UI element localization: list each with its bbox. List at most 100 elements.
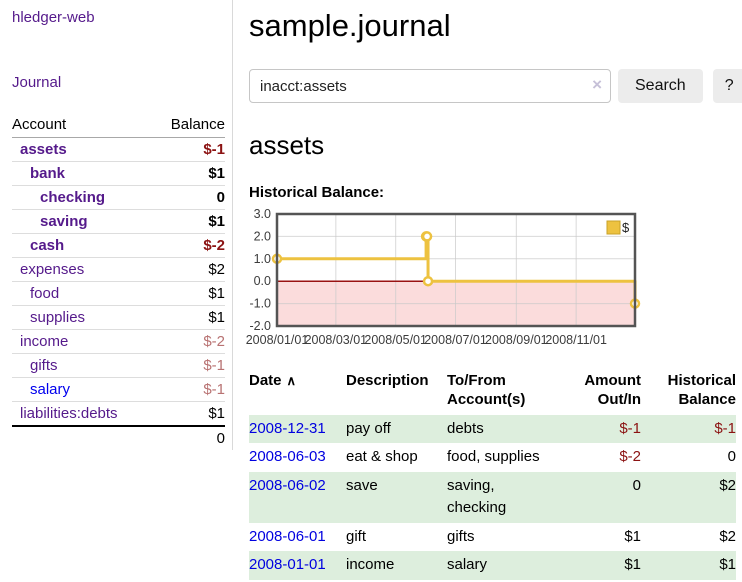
transaction-description: income (346, 556, 395, 573)
account-row: liabilities:debts $1 (12, 401, 225, 426)
transaction-amount: $-1 (619, 419, 641, 437)
transaction-description: gift (346, 527, 367, 545)
transaction-amount: 0 (632, 476, 641, 494)
account-title: assets (249, 130, 325, 160)
account-balance: $-2 (152, 329, 225, 354)
account-link-food[interactable]: food (30, 285, 60, 302)
svg-text:-1.0: -1.0 (249, 297, 271, 311)
account-link-salary[interactable]: salary (30, 381, 71, 398)
account-balance: $1 (152, 209, 225, 234)
account-link-saving[interactable]: saving (40, 213, 88, 230)
svg-text:2008/09/01: 2008/09/01 (485, 333, 548, 347)
accounts-total-value: 0 (152, 425, 225, 450)
account-row: gifts $-1 (12, 353, 225, 378)
svg-text:2008/07/01: 2008/07/01 (424, 333, 487, 347)
svg-text:2008/05/01: 2008/05/01 (364, 333, 427, 347)
account-link-cash[interactable]: cash (30, 237, 65, 254)
transaction-accounts: gifts (447, 527, 475, 545)
transaction-accounts: food, supplies (447, 448, 540, 465)
transaction-amount: $-2 (619, 448, 641, 465)
transaction-description: pay off (346, 419, 391, 437)
transaction-amount: $1 (624, 527, 641, 545)
account-row: cash $-2 (12, 233, 225, 258)
svg-text:2008/01/01: 2008/01/01 (246, 333, 309, 347)
account-link-bank[interactable]: bank (30, 165, 66, 182)
search-button[interactable]: Search (618, 69, 703, 103)
historical-balance-chart: $3.0 2.0 1.0 0.0 -1.0 -2.0 2008/01/01 2008/03/0… (246, 207, 742, 354)
transaction-row: 2008-06-01 gift gifts $1 $2 (249, 523, 736, 552)
svg-text:$: $ (622, 220, 630, 235)
account-balance: $-2 (152, 233, 225, 258)
account-balance: $-1 (152, 377, 225, 402)
clear-search-icon[interactable]: × (592, 75, 602, 94)
page-title: sample.journal (249, 8, 451, 43)
sort-asc-icon: ∧ (286, 373, 297, 388)
svg-text:2008/03/01: 2008/03/01 (305, 333, 368, 347)
account-link-expenses[interactable]: expenses (20, 261, 85, 278)
chart-legend: $ (606, 220, 630, 235)
svg-text:2008/11/01: 2008/11/01 (545, 333, 607, 347)
transaction-row: 2008-12-31 pay off debts $-1 $-1 (249, 414, 736, 443)
account-balance: $2 (152, 257, 225, 282)
account-link-income[interactable]: income (20, 333, 69, 350)
register-header-date[interactable]: Date ∧ (249, 372, 297, 389)
transaction-date-link[interactable]: 2008-06-02 (249, 476, 326, 494)
register-header-description: Description (346, 372, 429, 389)
account-row: checking 0 (12, 185, 225, 210)
register-table: Date ∧ Description To/From Account(s) Amount O… (249, 370, 736, 580)
chart-label: Historical Balance: (249, 184, 385, 201)
transaction-accounts: debts (447, 419, 484, 437)
app-title-link[interactable]: hledger-web (12, 9, 95, 26)
search-input-wrap: × (249, 69, 611, 103)
account-balance: $1 (152, 161, 225, 186)
register-header-historical-balance: Historical Balance (667, 372, 736, 408)
transaction-accounts: salary (447, 556, 488, 573)
svg-text:3.0: 3.0 (254, 207, 271, 221)
transaction-date-link[interactable]: 2008-06-01 (249, 527, 326, 545)
account-row: expenses $2 (12, 257, 225, 282)
account-row: supplies $1 (12, 305, 225, 330)
transaction-description: save (346, 476, 378, 494)
account-balance: $1 (152, 401, 225, 426)
help-button[interactable]: ? (712, 69, 742, 103)
search-input[interactable] (249, 69, 611, 103)
svg-text:1.0: 1.0 (254, 252, 271, 266)
transaction-balance: $-1 (714, 419, 736, 437)
register-header-amount-out-in: Amount Out/In (584, 372, 641, 408)
accounts-header-account: Account (12, 113, 153, 138)
main-content: sample.journal × Search ? assets Histori… (233, 0, 742, 580)
account-balance: $-1 (203, 141, 225, 158)
sidebar-item-journal[interactable]: Journal (12, 74, 62, 91)
accounts-header-balance: Balance (152, 113, 225, 138)
account-link-gifts[interactable]: gifts (30, 357, 58, 374)
transaction-date-link[interactable]: 2008-06-03 (249, 448, 326, 465)
account-row: bank $1 (12, 161, 225, 186)
transaction-accounts: saving, checking (447, 476, 507, 517)
transaction-row: 2008-06-02 save saving, checking 0 $2 (249, 471, 736, 523)
transaction-date-link[interactable]: 2008-12-31 (249, 419, 326, 437)
account-row: salary $-1 (12, 377, 225, 402)
account-link-liabilities-debts[interactable]: liabilities:debts (20, 405, 118, 422)
account-link-assets[interactable]: assets (20, 141, 67, 158)
chart-canvas: $3.0 2.0 1.0 0.0 -1.0 -2.02008/01/012008/03/0… (246, 207, 641, 347)
transaction-amount: $1 (624, 556, 641, 573)
transaction-date-link[interactable]: 2008-01-01 (249, 556, 326, 573)
account-link-checking[interactable]: checking (40, 189, 106, 206)
svg-text:-2.0: -2.0 (249, 319, 271, 333)
search-form: × Search ? (249, 69, 742, 103)
accounts-total-row: 0 (12, 425, 225, 450)
account-row: food $1 (12, 281, 225, 306)
accounts-table: Account Balance assets $-1 bank $1 checking 0… (12, 113, 225, 450)
transaction-row: 2008-01-01 income salary $1 $1 (249, 551, 736, 580)
account-balance: 0 (152, 185, 225, 210)
svg-text:0.0: 0.0 (254, 274, 271, 288)
account-balance: $1 (152, 281, 225, 306)
account-row: assets $-1 (12, 138, 225, 162)
account-balance: $-1 (152, 353, 225, 378)
svg-text:2.0: 2.0 (254, 229, 271, 243)
transaction-balance: $2 (719, 527, 736, 545)
account-link-supplies[interactable]: supplies (30, 309, 86, 326)
account-balance: $1 (152, 305, 225, 330)
transaction-balance: 0 (727, 448, 736, 465)
account-row: income $-2 (12, 329, 225, 354)
